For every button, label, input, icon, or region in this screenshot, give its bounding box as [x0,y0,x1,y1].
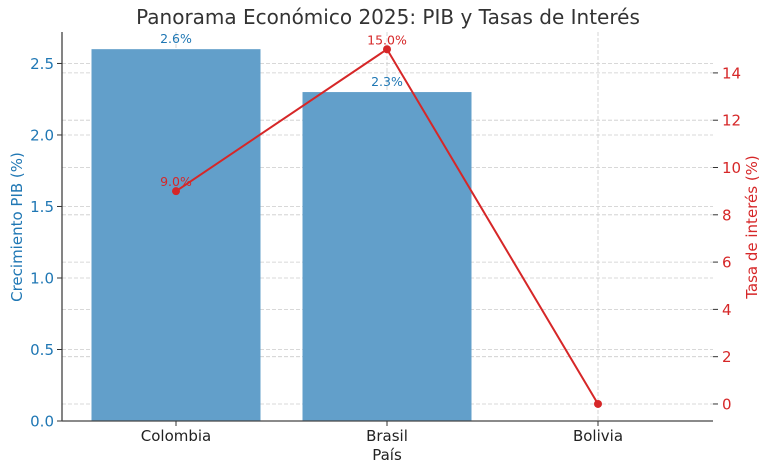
left-axis-label: Crecimiento PIB (%) [8,152,26,302]
rate-marker [594,399,602,408]
rate-marker [383,45,391,54]
right-axis-label: Tasa de interés (%) [743,155,761,300]
bar-brasil [302,92,472,422]
left-axis-ticks: 0.0 0.5 1.0 1.5 2.0 2.5 [30,55,62,431]
right-tick-label: 8 [722,206,732,224]
right-tick-label: 12 [722,112,741,130]
x-tick-label: Colombia [141,427,212,445]
gdp-bars [91,49,472,422]
x-tick-label: Brasil [366,427,408,445]
rate-value-label: 9.0% [160,174,192,189]
right-tick-label: 0 [722,395,732,413]
left-tick-label: 2.5 [30,55,54,73]
left-tick-label: 1.0 [30,269,54,287]
x-tick-label: Bolivia [573,427,623,445]
interest-rate-line [172,45,602,408]
bar-value-label: 2.3% [371,74,403,89]
x-axis-ticks: Colombia Brasil Bolivia [141,421,623,445]
left-tick-label: 2.0 [30,126,54,144]
bar-value-label: 2.6% [160,31,192,46]
chart-title: Panorama Económico 2025: PIB y Tasas de … [136,5,640,29]
right-tick-label: 2 [722,348,732,366]
rate-value-label: 15.0% [367,32,407,47]
left-tick-label: 0.0 [30,413,54,431]
interest-rate-labels: 9.0% 15.0% [160,32,407,189]
left-tick-label: 1.5 [30,198,54,216]
right-tick-label: 10 [722,159,741,177]
x-axis-label: País [372,446,402,464]
right-tick-label: 6 [722,254,732,272]
right-axis-ticks: 0 2 4 6 8 10 12 14 [713,64,741,413]
bar-colombia [91,49,261,421]
left-tick-label: 0.5 [30,341,54,359]
gdp-bar-labels: 2.6% 2.3% [160,31,403,89]
rate-marker [172,187,180,196]
right-tick-label: 4 [722,301,732,319]
right-tick-label: 14 [722,64,741,82]
